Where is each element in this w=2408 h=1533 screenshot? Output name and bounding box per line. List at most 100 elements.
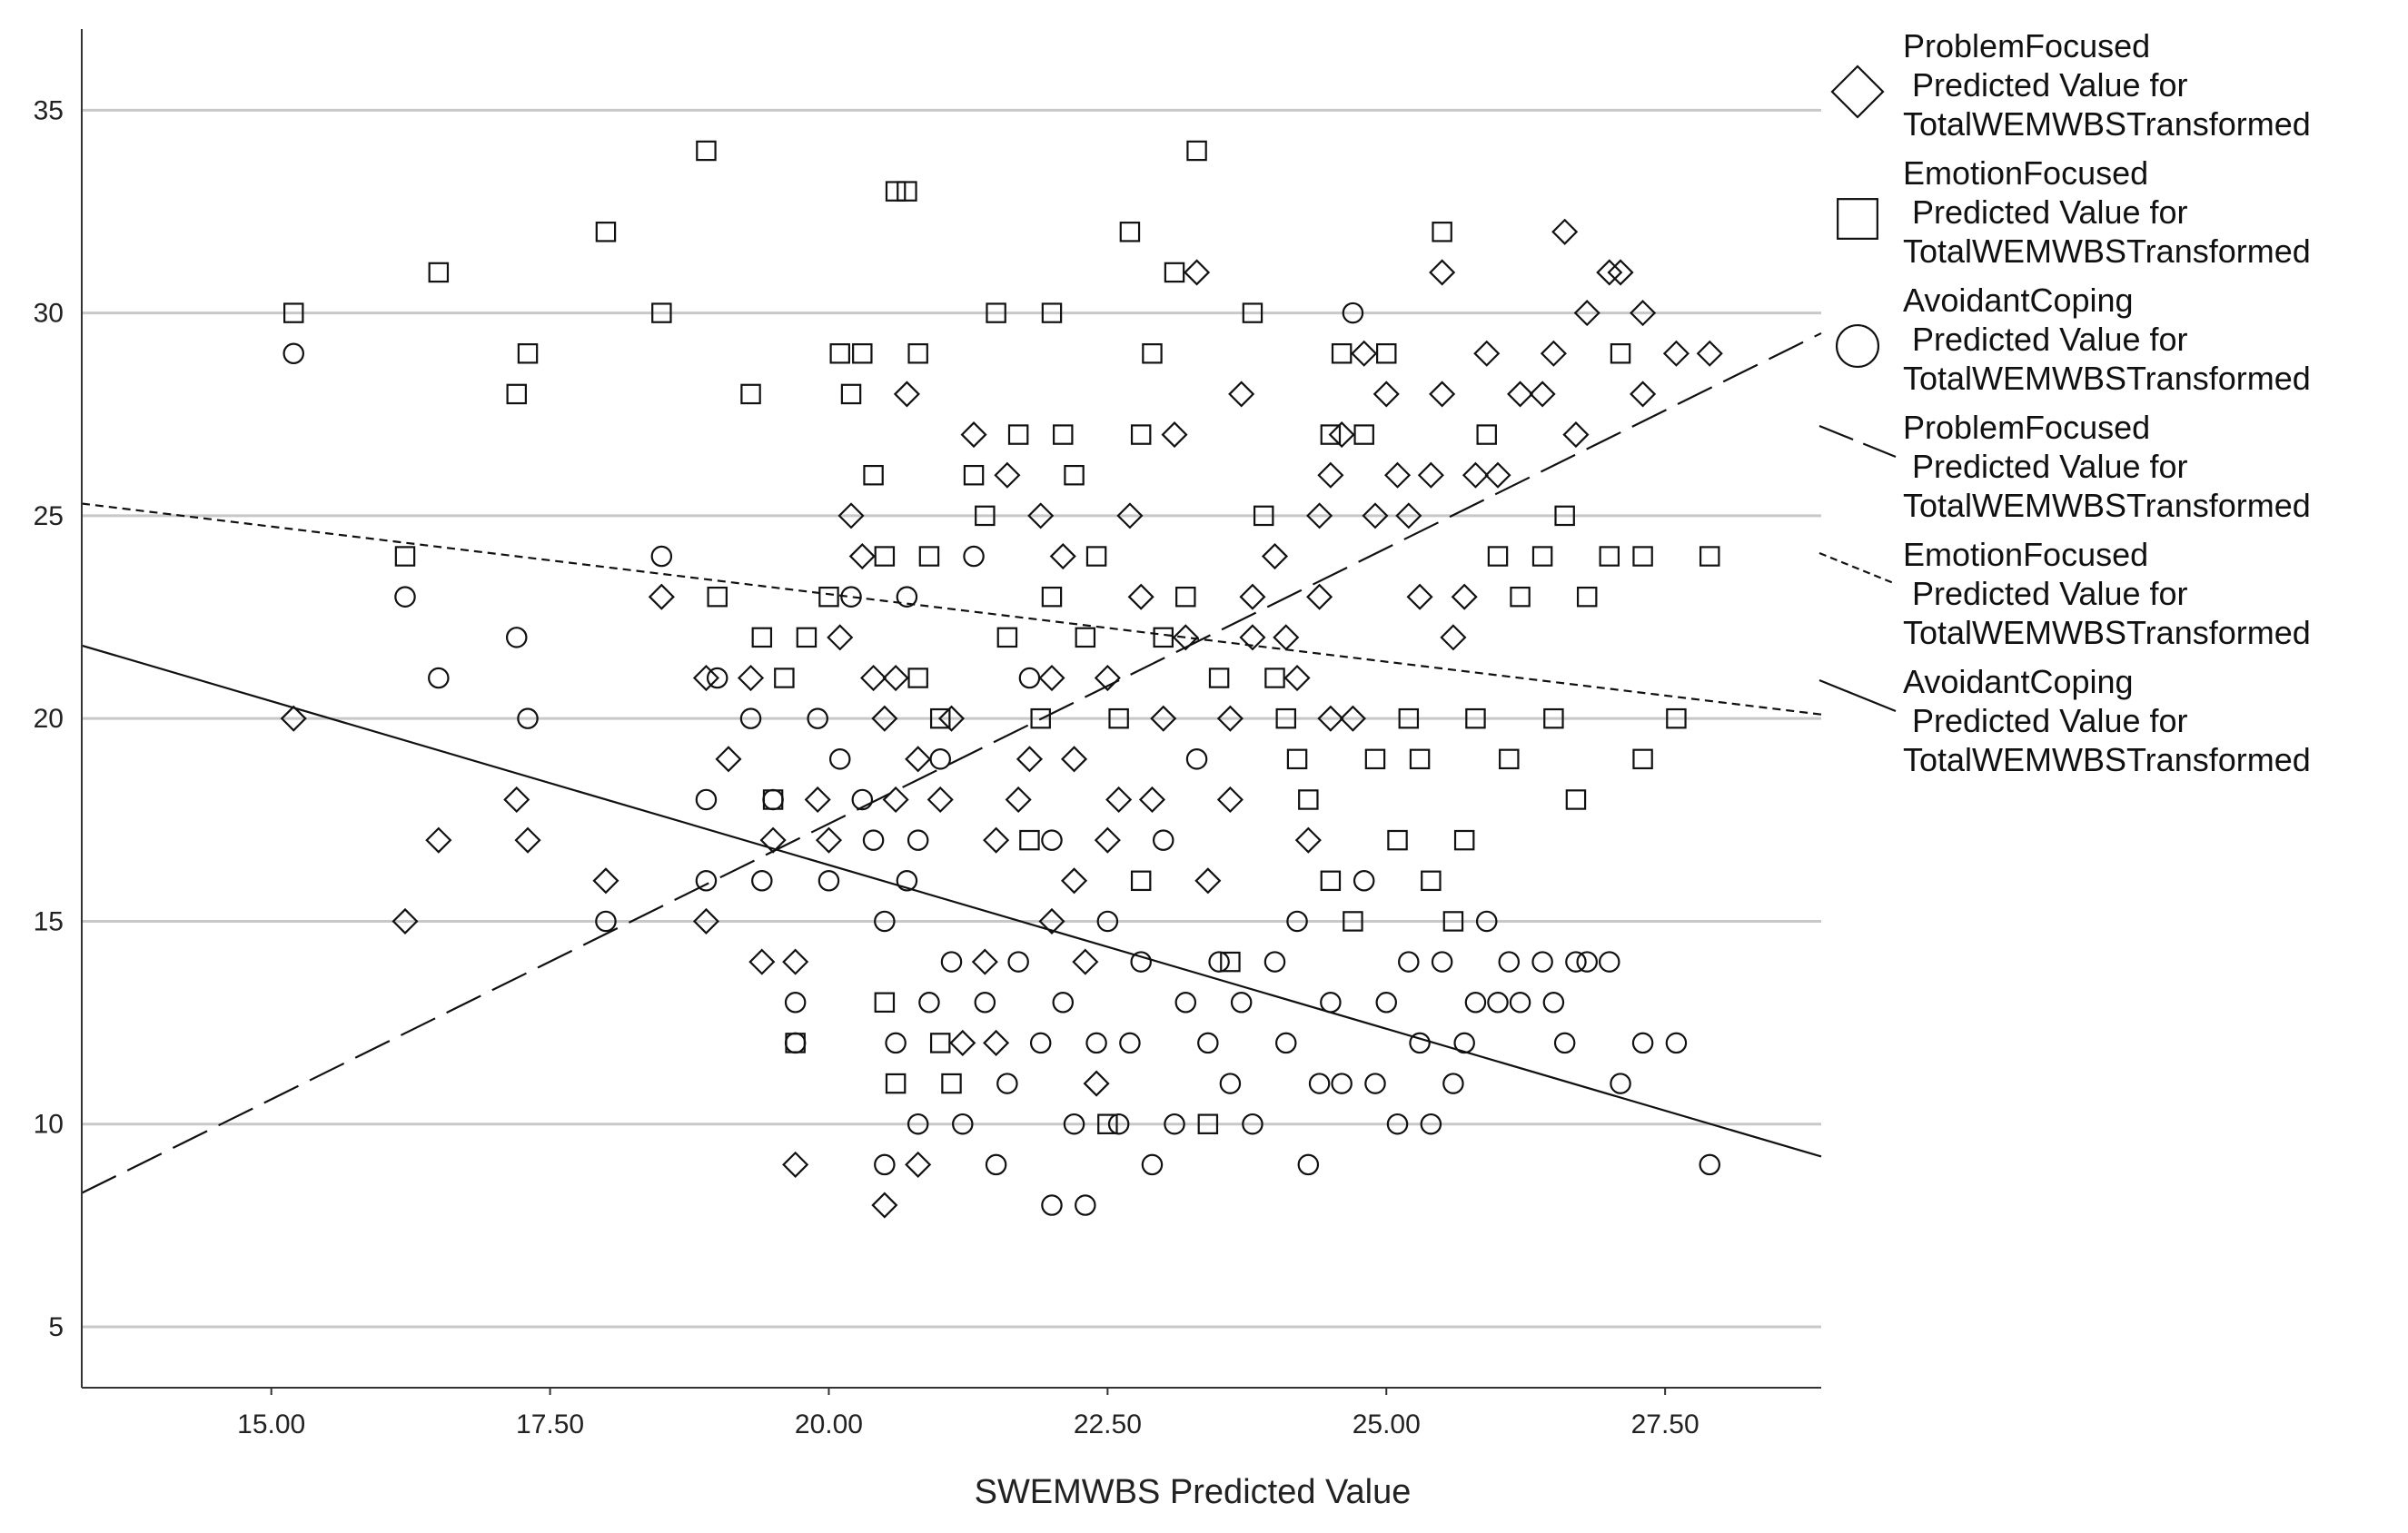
square-point [1387,829,1408,851]
square-point [1531,546,1553,567]
circle-point [1185,748,1208,770]
short-dash-fit-line [81,502,1822,716]
diamond-point [815,826,843,854]
square-point [1119,222,1141,242]
square-point [1142,343,1163,364]
legend-short-dash-key [1818,551,1897,586]
diamond-point [1372,381,1400,408]
legend-label: AvoidantCoping Predicted Value for TotalW… [1903,282,2311,397]
circle-point [1599,951,1620,973]
circle-point [1442,1073,1464,1094]
legend-label-line: ProblemFocused [1903,409,2150,446]
square-point [907,343,928,364]
circle-point [1353,870,1375,892]
square-point [1164,262,1185,283]
diamond-point [960,421,987,449]
legend-square-key [1837,198,1878,240]
diamond-point [1161,421,1188,449]
square-point [428,262,450,283]
circle-point [1342,302,1364,324]
diamond-point [1395,502,1422,529]
circle-point [1018,667,1041,689]
square-point [1666,707,1687,729]
diamond-point [1630,381,1657,408]
circle-point [428,667,450,689]
square-point [829,343,850,364]
diamond-point [1429,259,1456,286]
square-point [1554,505,1575,527]
circle-point [862,829,885,851]
square-point [517,343,539,364]
diamond-point [1228,381,1255,408]
diamond-point [1094,826,1121,854]
square-point [1242,302,1263,323]
diamond-point [1184,259,1211,286]
legend-label: EmotionFocused Predicted Value for TotalW… [1903,154,2311,270]
circle-point [907,829,929,851]
square-point [929,1033,951,1053]
diamond-point [994,461,1021,489]
circle-point [1542,992,1565,1014]
diamond-point [1383,461,1412,489]
square-point [1320,424,1342,445]
square-point [1331,343,1353,364]
diamond-point [1529,381,1556,408]
circle-point [1107,1113,1130,1135]
circle-point [1665,1032,1688,1054]
circle-point [751,870,773,892]
square-point [874,546,896,567]
square-point [986,302,1006,323]
diamond-point [715,746,742,773]
x-tick-label: 17.50 [516,1409,584,1439]
circle-point [517,707,539,729]
circle-point [706,667,728,689]
square-point [1153,627,1174,648]
diamond-point [748,948,776,975]
legend-label-line: Predicted Value for [1903,702,2188,739]
square-point [840,383,862,405]
circle-point [1308,1073,1331,1094]
circle-series-points [282,302,1721,1216]
diamond-point [391,907,419,935]
diamond-point [860,664,887,692]
circle-point [874,910,896,933]
legend-label-line: AvoidantCoping [1903,282,2134,319]
tick-labels: 5 10 15 20 25 30 35 15.00 17.50 20.00 22.50 25.00 27… [34,95,1699,1439]
circle-point [1409,1032,1431,1054]
circle-point [739,707,762,729]
square-point [1097,1113,1118,1134]
square-point [1130,424,1152,445]
diamond-point [871,1192,898,1219]
long-dash-fit-line [81,331,1822,1194]
legend: ProblemFocused Predicted Value for TotalW… [1818,27,2311,778]
diamond-point [648,583,675,610]
circle-point [1130,951,1152,973]
diamond-point [1150,705,1177,732]
axes [81,29,1821,1389]
legend-entry: EmotionFocused Predicted Value for TotalW… [1837,154,2311,270]
circle-point [1007,951,1029,973]
diamond-point [782,1151,809,1178]
legend-long-dash-key [1818,424,1897,459]
legend-label-line: EmotionFocused [1903,154,2148,192]
circle-point [1174,992,1197,1014]
circle-point [695,788,718,811]
diamond-point [1194,867,1222,895]
circle-point [1320,992,1342,1014]
square-point [1320,870,1342,892]
diamond-point [1440,624,1467,651]
square-point [740,383,761,405]
square-point [1421,870,1442,892]
circle-point [784,1032,807,1054]
legend-label-line: Predicted Value for [1903,321,2188,358]
circle-point [1096,910,1119,933]
square-point [595,222,617,242]
square-point [907,668,928,688]
circle-point [1464,992,1487,1014]
legend-label-line: Predicted Value for [1903,448,2188,485]
diamond-point [1351,340,1378,367]
circle-point [1197,1032,1219,1054]
data-points [280,140,1723,1219]
diamond-point [1473,340,1501,367]
diamond-point [1662,340,1690,367]
